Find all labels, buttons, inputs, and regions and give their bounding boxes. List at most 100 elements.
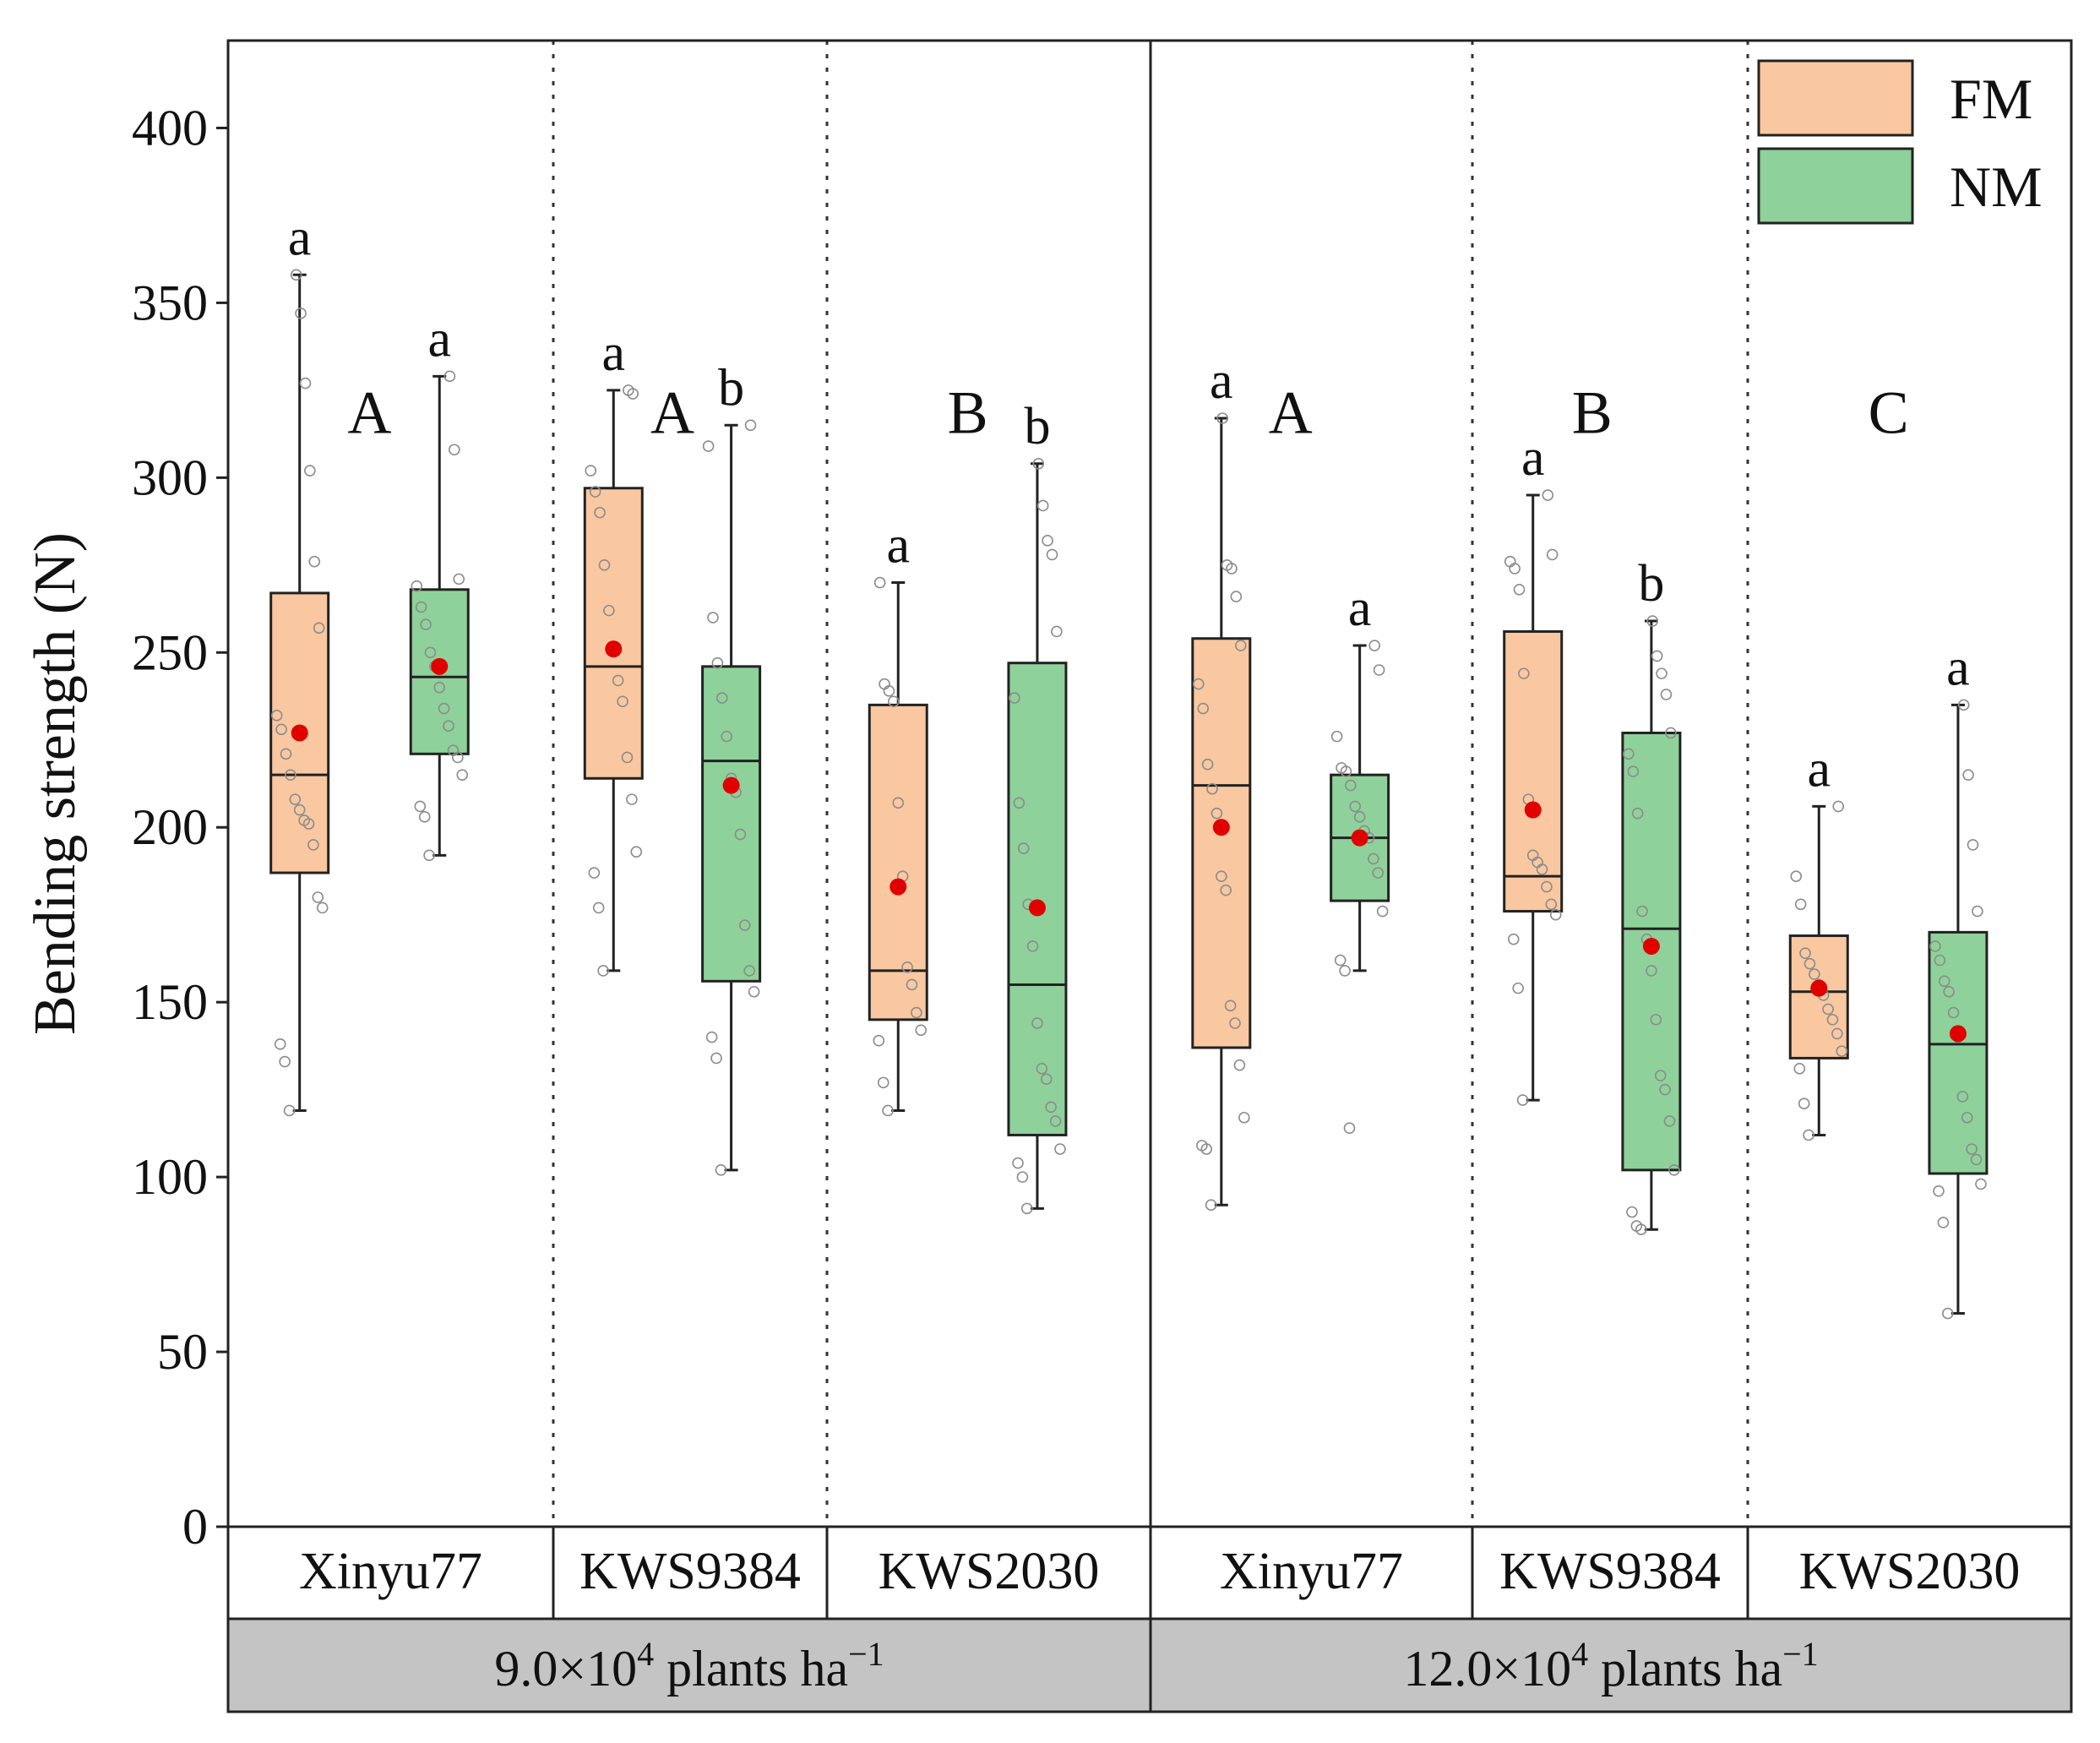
data-point bbox=[1659, 1083, 1671, 1096]
data-point bbox=[1221, 559, 1233, 571]
data-point bbox=[603, 604, 615, 617]
data-point bbox=[1798, 1098, 1810, 1110]
data-point bbox=[280, 748, 292, 760]
significance-letter: b bbox=[718, 359, 744, 417]
data-point bbox=[1832, 800, 1845, 813]
data-point bbox=[1197, 702, 1210, 715]
data-point bbox=[1201, 758, 1214, 771]
data-point bbox=[1210, 807, 1223, 820]
data-point bbox=[1962, 769, 1974, 781]
data-point bbox=[307, 839, 319, 851]
group-significance-letter: C bbox=[1869, 379, 1909, 446]
data-point bbox=[1966, 1143, 1978, 1155]
data-point bbox=[592, 901, 605, 914]
data-point bbox=[1216, 870, 1227, 882]
data-point bbox=[1193, 678, 1205, 690]
data-point bbox=[879, 678, 890, 690]
data-point bbox=[316, 901, 329, 914]
data-point bbox=[901, 961, 913, 973]
data-point bbox=[1623, 748, 1635, 760]
data-point bbox=[1368, 852, 1379, 865]
data-point bbox=[1518, 667, 1530, 679]
data-point bbox=[448, 444, 460, 456]
data-point bbox=[1665, 727, 1677, 739]
data-point bbox=[748, 985, 760, 998]
data-point bbox=[1040, 1073, 1053, 1086]
data-point bbox=[744, 419, 757, 432]
data-point bbox=[873, 1034, 885, 1047]
data-point bbox=[888, 695, 900, 708]
mean-point bbox=[431, 657, 449, 675]
data-point bbox=[1631, 807, 1644, 820]
data-point bbox=[1957, 699, 1970, 711]
data-point bbox=[705, 1031, 718, 1043]
data-point bbox=[1017, 842, 1030, 854]
data-point bbox=[1330, 730, 1343, 743]
significance-letter: a bbox=[602, 324, 626, 382]
data-point bbox=[1224, 1000, 1237, 1012]
data-point bbox=[1937, 1217, 1950, 1228]
data-point bbox=[1206, 782, 1218, 795]
data-point bbox=[1929, 940, 1941, 952]
data-point bbox=[1238, 1111, 1250, 1124]
data-point bbox=[1663, 1115, 1676, 1127]
data-point bbox=[1216, 412, 1228, 424]
data-point bbox=[743, 965, 756, 977]
data-point bbox=[1036, 1063, 1048, 1075]
box-iqr bbox=[868, 703, 928, 1021]
data-point bbox=[420, 618, 432, 630]
data-point bbox=[882, 1104, 894, 1117]
data-point bbox=[1545, 898, 1558, 911]
plot-frame bbox=[226, 39, 2073, 1528]
significance-letter: a bbox=[1521, 429, 1545, 487]
mean-point bbox=[291, 724, 308, 742]
data-point bbox=[424, 646, 437, 659]
data-point bbox=[1654, 1070, 1667, 1081]
data-point bbox=[295, 308, 307, 319]
data-point bbox=[702, 440, 715, 452]
data-point bbox=[911, 1006, 922, 1019]
data-point bbox=[585, 465, 597, 477]
data-point bbox=[1630, 1220, 1643, 1232]
data-point bbox=[438, 702, 450, 715]
density-label: 12.0×104 plants ha−1 bbox=[1403, 1635, 1818, 1697]
data-point bbox=[1205, 1199, 1217, 1212]
data-point bbox=[1353, 811, 1366, 823]
data-point bbox=[707, 612, 719, 624]
group-significance-letter: B bbox=[948, 379, 988, 446]
y-tick-label: 400 bbox=[132, 100, 208, 155]
box-iqr bbox=[1007, 662, 1068, 1136]
significance-letter: a bbox=[1348, 580, 1372, 637]
data-point bbox=[1031, 1017, 1043, 1029]
mean-point bbox=[1212, 819, 1230, 836]
data-point bbox=[589, 486, 601, 498]
data-point bbox=[1196, 1140, 1208, 1152]
data-point bbox=[1376, 905, 1389, 918]
data-point bbox=[1651, 650, 1663, 662]
data-point bbox=[1234, 640, 1247, 651]
group-significance-letter: A bbox=[347, 379, 391, 446]
data-point bbox=[1013, 797, 1026, 809]
y-tick-label: 100 bbox=[132, 1149, 208, 1205]
data-point bbox=[1549, 908, 1562, 921]
data-point bbox=[1790, 870, 1803, 882]
data-point bbox=[630, 846, 643, 858]
data-point bbox=[423, 849, 435, 862]
data-point bbox=[626, 793, 638, 805]
data-point bbox=[588, 867, 601, 879]
data-point bbox=[617, 695, 628, 708]
data-point bbox=[1961, 1111, 1973, 1124]
panel-dividers bbox=[552, 41, 1749, 1527]
data-point bbox=[877, 1076, 890, 1089]
mean-point bbox=[605, 640, 623, 658]
data-point bbox=[1054, 1143, 1066, 1155]
data-point bbox=[597, 965, 609, 977]
significance-letter: b bbox=[1024, 398, 1050, 455]
data-point bbox=[304, 465, 316, 477]
data-point bbox=[447, 744, 460, 756]
y-axis-label: Bending strength (N) bbox=[23, 532, 88, 1035]
mean-point bbox=[1351, 829, 1368, 847]
mean-point bbox=[722, 776, 740, 794]
data-point bbox=[1794, 898, 1807, 911]
